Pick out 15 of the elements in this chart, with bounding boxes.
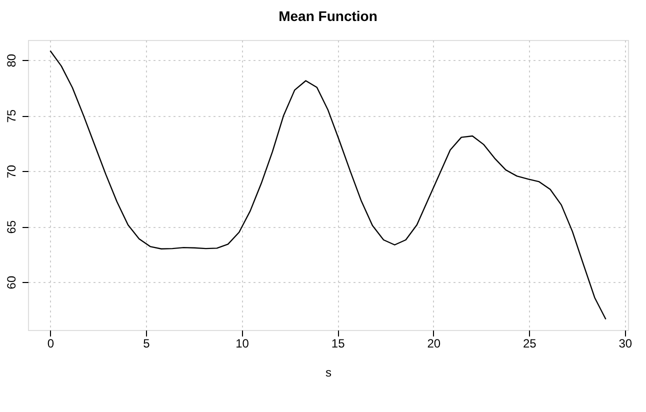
y-tick-label: 70 xyxy=(4,164,18,178)
y-tick-label: 80 xyxy=(4,54,18,68)
y-tick-label: 75 xyxy=(4,109,18,123)
x-tick-label: 10 xyxy=(236,336,250,350)
x-axis-title: s xyxy=(326,366,332,380)
x-tick-label: 5 xyxy=(143,336,150,350)
x-tick-label: 15 xyxy=(331,336,346,350)
x-tick-label: 0 xyxy=(47,336,54,350)
line-series xyxy=(50,50,606,320)
x-tick-label: 25 xyxy=(522,336,537,350)
y-tick-label: 65 xyxy=(4,220,18,234)
y-tick-label: 60 xyxy=(4,276,18,290)
chart-title: Mean Function xyxy=(278,8,378,24)
x-tick-label: 20 xyxy=(427,336,441,350)
x-tick-label: 30 xyxy=(618,336,632,350)
